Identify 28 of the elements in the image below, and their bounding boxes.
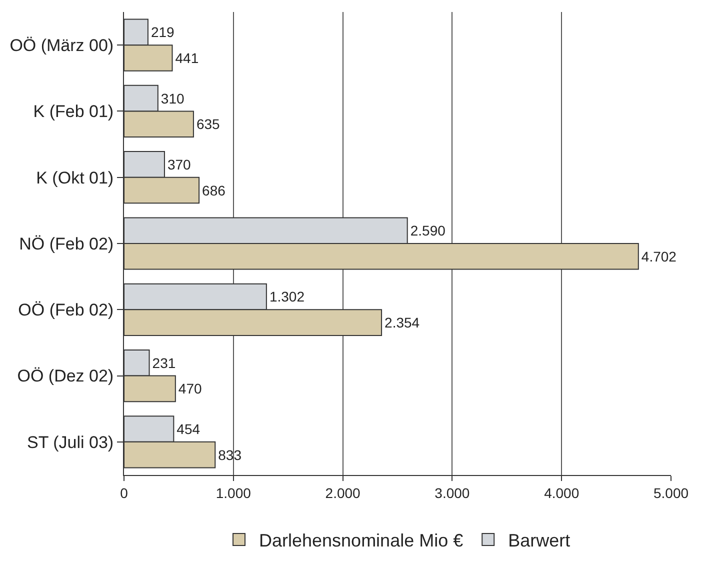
data-label: 470 — [178, 380, 202, 397]
data-label: 2.590 — [410, 222, 446, 239]
data-label: 219 — [150, 24, 175, 40]
y-tick-label: OÖ (Dez 02) — [17, 366, 114, 386]
y-tick-label: K (Okt 01) — [36, 168, 114, 188]
x-tick-label: 4.000 — [544, 484, 580, 501]
data-label: 635 — [196, 116, 220, 132]
data-label: 441 — [175, 50, 199, 66]
x-tick-label: 0 — [120, 484, 128, 501]
legend-label: Barwert — [508, 530, 570, 551]
data-label: 454 — [176, 421, 200, 438]
data-label: 370 — [167, 156, 192, 172]
y-tick-label: OÖ (März 00) — [10, 36, 114, 56]
x-tick-label: 5.000 — [653, 484, 689, 501]
y-tick-label: K (Feb 01) — [33, 102, 114, 122]
data-label: 4.702 — [641, 248, 677, 264]
x-tick-label: 2.000 — [325, 484, 361, 501]
x-tick-label: 1.000 — [216, 484, 252, 501]
y-tick-label: NÖ (Feb 02) — [19, 234, 114, 254]
data-label: 2.354 — [384, 314, 420, 331]
data-label: 686 — [202, 182, 226, 198]
data-label: 231 — [152, 354, 176, 371]
y-tick-label: OÖ (Feb 02) — [18, 300, 114, 320]
data-label: 310 — [160, 90, 184, 106]
data-label: 1.302 — [269, 288, 305, 305]
legend-label: Darlehensnominale Mio € — [259, 530, 464, 551]
y-tick-label: ST (Juli 03) — [26, 432, 114, 452]
x-tick-label: 3.000 — [434, 484, 470, 501]
